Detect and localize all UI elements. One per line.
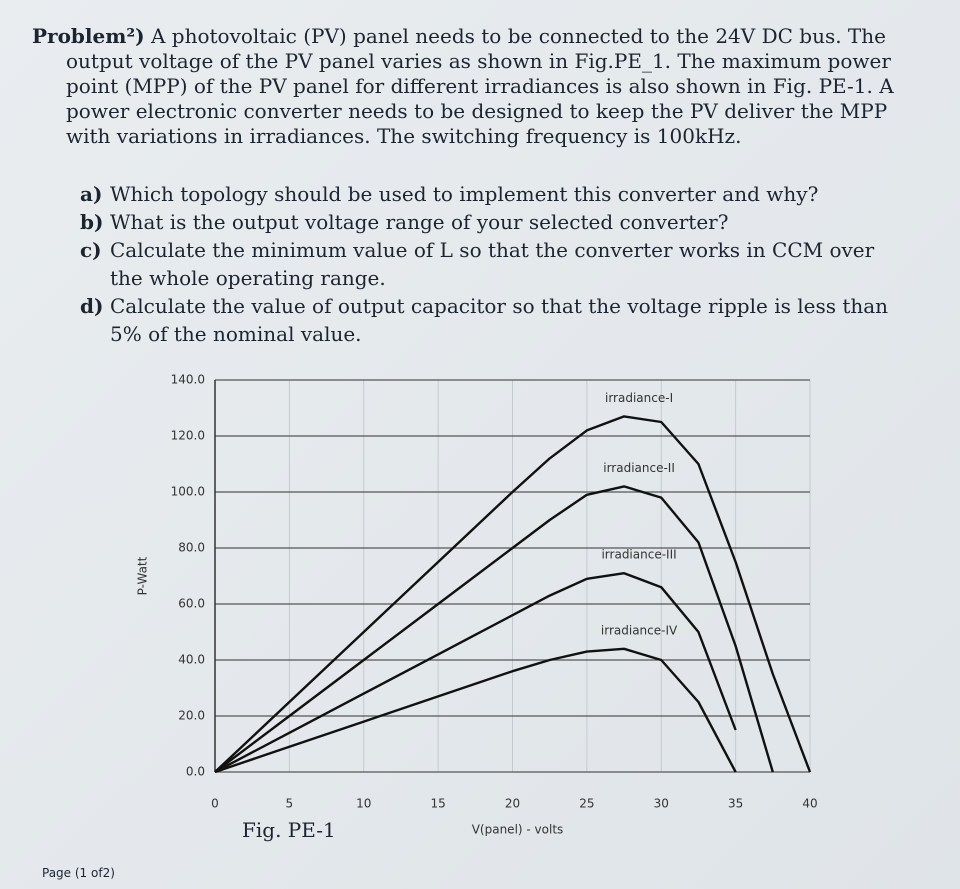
x-tick-label: 25 [579,797,594,811]
series-line [214,572,737,774]
y-axis-label: P-Watt [136,556,150,595]
y-tick-label: 80.0 [178,541,205,555]
question: b) What is the output voltage range of yo… [80,208,900,236]
x-tick-label: 15 [430,797,445,811]
question: c) Calculate the minimum value of L so th… [80,236,900,292]
figure-caption: Fig. PE-1 [242,818,336,842]
series-line [214,647,737,774]
x-tick-label: 0 [211,797,219,811]
question-text: What is the output voltage range of your… [110,210,729,234]
series-label: irradiance-IV [601,623,678,637]
footer: Page (1 of2) [42,866,115,880]
question-text: Calculate the value of output capacitor … [110,294,889,346]
question-label: b) [80,210,104,234]
y-tick-label: 0.0 [186,765,205,779]
x-axis-label: V(panel) - volts [472,823,564,837]
y-tick-label: 60.0 [178,597,205,611]
question-label: d) [80,294,104,318]
series-line [214,415,812,773]
series-label: irradiance-III [601,548,676,562]
x-tick-label: 10 [356,797,371,811]
y-tick-label: 140.0 [171,373,205,387]
x-tick-label: 35 [728,797,743,811]
series-label: irradiance-I [605,391,673,405]
x-tick-label: 5 [286,797,294,811]
x-tick-label: 20 [505,797,520,811]
y-tick-label: 120.0 [171,429,205,443]
x-tick-label: 40 [802,797,817,811]
questions: a) Which topology should be used to imple… [80,180,900,348]
problem: Problem²) A photovoltaic (PV) panel need… [32,24,926,149]
series-label: irradiance-II [603,461,675,475]
problem-label: Problem²) [32,24,145,48]
question: d) Calculate the value of output capacito… [80,292,900,348]
question: a) Which topology should be used to imple… [80,180,900,208]
series-line [214,485,774,773]
y-tick-label: 20.0 [178,709,205,723]
y-tick-label: 40.0 [178,653,205,667]
y-tick-label: 100.0 [171,485,205,499]
question-label: c) [80,238,102,262]
problem-text: A photovoltaic (PV) panel needs to be co… [66,24,894,148]
x-tick-label: 30 [654,797,669,811]
question-text: Which topology should be used to impleme… [110,182,819,206]
question-text: Calculate the minimum value of L so that… [110,238,875,290]
question-label: a) [80,182,103,206]
